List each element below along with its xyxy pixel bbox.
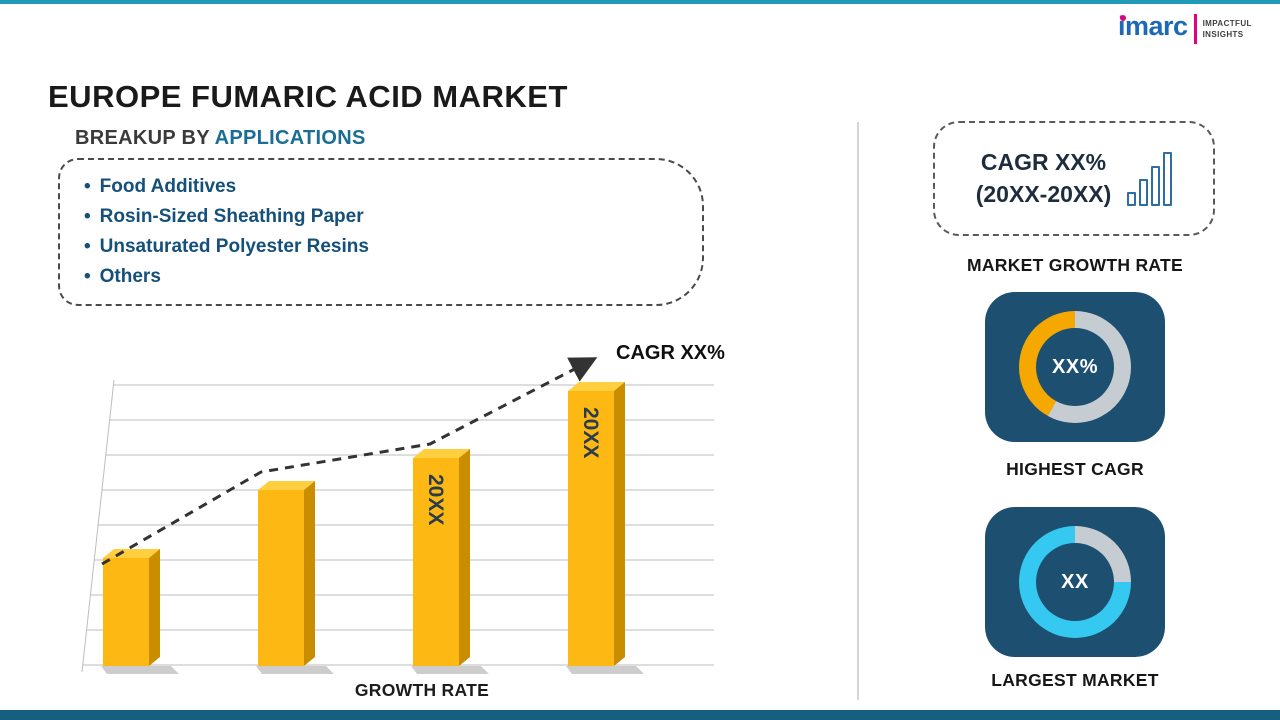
bar-chart-icon-bar — [1151, 165, 1161, 206]
logo-wordmark: imarc — [1118, 11, 1188, 41]
donut-hole: XX — [1036, 543, 1114, 621]
bar-3: 20XX — [411, 449, 489, 674]
logo-dot-icon — [1120, 15, 1126, 21]
bar-chart-icon-bar — [1139, 178, 1149, 206]
applications-list-box: • Food Additives • Rosin-Sized Sheathing P… — [58, 158, 704, 306]
bar-chart-icon — [1127, 151, 1173, 206]
highest-cagr-value: XX% — [1052, 355, 1098, 378]
list-item: • Others — [84, 262, 684, 292]
chart-gridlines — [81, 379, 714, 673]
logo-tagline-line1: IMPACTFUL — [1202, 19, 1252, 28]
cagr-trend-arrow — [101, 357, 598, 566]
highest-cagr-label: HIGHEST CAGR — [1006, 459, 1144, 479]
bar-chart-icon-bar — [1127, 191, 1137, 206]
bottom-accent-bar — [0, 710, 1280, 720]
breakup-heading: BREAKUP BY APPLICATIONS — [75, 127, 366, 150]
cagr-callout-text: CAGR XX% (20XX-20XX) — [976, 147, 1112, 209]
bullet-icon: • — [84, 176, 91, 197]
list-item: • Unsaturated Polyester Resins — [84, 232, 684, 262]
bar-1 — [101, 549, 179, 674]
growth-bar-chart: 20XX 20XX — [81, 357, 714, 674]
cagr-value: CAGR XX% — [980, 149, 1107, 176]
chart-left-axis — [81, 379, 115, 673]
applications-list: • Food Additives • Rosin-Sized Sheathing P… — [84, 172, 684, 292]
list-item-label: Rosin-Sized Sheathing Paper — [99, 206, 364, 227]
cagr-callout-box: CAGR XX% (20XX-20XX) — [933, 121, 1215, 236]
top-accent-bar — [0, 0, 1280, 4]
largest-market-donut-chart: XX — [1019, 526, 1131, 638]
list-item: • Rosin-Sized Sheathing Paper — [84, 202, 684, 232]
logo-tagline-line2: INSIGHTS — [1202, 30, 1244, 40]
highest-cagr-tile: XX% — [985, 292, 1165, 442]
largest-market-label: LARGEST MARKET — [991, 670, 1159, 690]
imarc-logo: imarc IMPACTFUL INSIGHTS — [1118, 13, 1252, 44]
cagr-period: (20XX-20XX) — [975, 180, 1112, 207]
largest-market-value: XX — [1061, 570, 1089, 593]
largest-market-tile: XX — [985, 507, 1165, 657]
bar-chart-icon-bar — [1163, 151, 1173, 206]
highest-cagr-donut-chart: XX% — [1019, 311, 1131, 423]
list-item: • Food Additives — [84, 172, 684, 202]
vertical-divider — [857, 122, 859, 700]
donut-hole: XX% — [1036, 328, 1114, 406]
page-title: EUROPE FUMARIC ACID MARKET — [48, 78, 568, 114]
list-item-label: Food Additives — [99, 176, 237, 197]
logo-tagline: IMPACTFUL INSIGHTS — [1203, 18, 1252, 40]
chart-x-axis-label: GROWTH RATE — [354, 680, 490, 700]
bar-2 — [256, 481, 334, 674]
list-item-label: Others — [99, 266, 161, 287]
breakup-heading-prefix: BREAKUP BY — [75, 127, 210, 149]
market-growth-rate-label: MARKET GROWTH RATE — [966, 255, 1184, 275]
bullet-icon: • — [84, 236, 91, 257]
breakup-heading-highlight: APPLICATIONS — [214, 127, 366, 149]
bar-4: 20XX — [566, 382, 644, 674]
list-item-label: Unsaturated Polyester Resins — [99, 236, 369, 257]
bar-3-label: 20XX — [424, 474, 447, 525]
cagr-annotation: CAGR XX% — [616, 342, 725, 364]
bullet-icon: • — [84, 266, 91, 287]
bar-4-label: 20XX — [579, 407, 602, 458]
logo-separator-bar — [1193, 14, 1197, 44]
bullet-icon: • — [84, 206, 91, 227]
logo-wordmark-wrap: imarc — [1118, 13, 1188, 40]
